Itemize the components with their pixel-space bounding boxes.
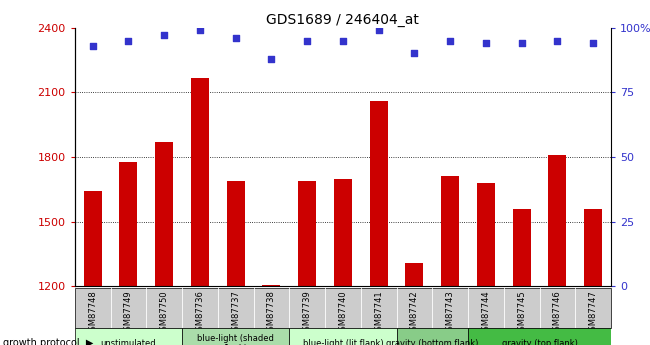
Text: GSM87745: GSM87745 bbox=[517, 290, 526, 336]
Point bbox=[410, 51, 420, 56]
Text: GSM87750: GSM87750 bbox=[160, 290, 168, 336]
Bar bbox=[182, 328, 289, 345]
Text: GSM87749: GSM87749 bbox=[124, 290, 133, 336]
Point bbox=[266, 56, 277, 61]
Text: GSM87740: GSM87740 bbox=[339, 290, 347, 336]
Text: gravity (top flank): gravity (top flank) bbox=[502, 339, 577, 345]
Bar bbox=[441, 176, 459, 345]
Point bbox=[124, 38, 134, 43]
Bar bbox=[289, 328, 396, 345]
Text: GSM87736: GSM87736 bbox=[196, 290, 204, 336]
Text: GSM87743: GSM87743 bbox=[446, 290, 454, 336]
Text: GSM87746: GSM87746 bbox=[553, 290, 562, 336]
Bar bbox=[370, 101, 387, 345]
Text: unstimulated: unstimulated bbox=[101, 339, 156, 345]
Text: GSM87738: GSM87738 bbox=[267, 290, 276, 336]
Point bbox=[338, 38, 348, 43]
Bar bbox=[477, 183, 495, 345]
Text: GSM87747: GSM87747 bbox=[589, 290, 597, 336]
Text: blue-light (shaded
flank): blue-light (shaded flank) bbox=[197, 334, 274, 345]
Text: GSM87737: GSM87737 bbox=[231, 290, 240, 336]
Bar bbox=[406, 263, 423, 345]
Bar bbox=[263, 285, 280, 345]
Bar bbox=[513, 209, 530, 345]
Bar bbox=[549, 155, 566, 345]
Point bbox=[159, 33, 169, 38]
Point bbox=[552, 38, 563, 43]
Point bbox=[588, 40, 598, 46]
Text: GSM87744: GSM87744 bbox=[482, 290, 490, 336]
Bar bbox=[155, 142, 173, 345]
Point bbox=[481, 40, 491, 46]
Text: growth protocol  ▶: growth protocol ▶ bbox=[3, 338, 94, 345]
Point bbox=[516, 40, 526, 46]
Text: blue-light (lit flank): blue-light (lit flank) bbox=[302, 339, 383, 345]
Title: GDS1689 / 246404_at: GDS1689 / 246404_at bbox=[266, 12, 419, 27]
Bar bbox=[584, 209, 602, 345]
Bar bbox=[75, 328, 182, 345]
Bar bbox=[334, 179, 352, 345]
Bar bbox=[298, 181, 316, 345]
Point bbox=[87, 43, 98, 48]
Point bbox=[445, 38, 455, 43]
Bar bbox=[84, 191, 101, 345]
Text: gravity (bottom flank): gravity (bottom flank) bbox=[386, 339, 478, 345]
Bar bbox=[396, 328, 468, 345]
Bar bbox=[468, 328, 611, 345]
Point bbox=[230, 35, 240, 41]
Point bbox=[302, 38, 312, 43]
Text: GSM87739: GSM87739 bbox=[303, 290, 311, 336]
Text: GSM87748: GSM87748 bbox=[88, 290, 97, 336]
Text: GSM87742: GSM87742 bbox=[410, 290, 419, 336]
Text: GSM87741: GSM87741 bbox=[374, 290, 383, 336]
Point bbox=[195, 28, 205, 33]
Bar bbox=[120, 162, 137, 345]
Point bbox=[373, 28, 384, 33]
Bar bbox=[227, 181, 244, 345]
Bar bbox=[191, 78, 209, 345]
